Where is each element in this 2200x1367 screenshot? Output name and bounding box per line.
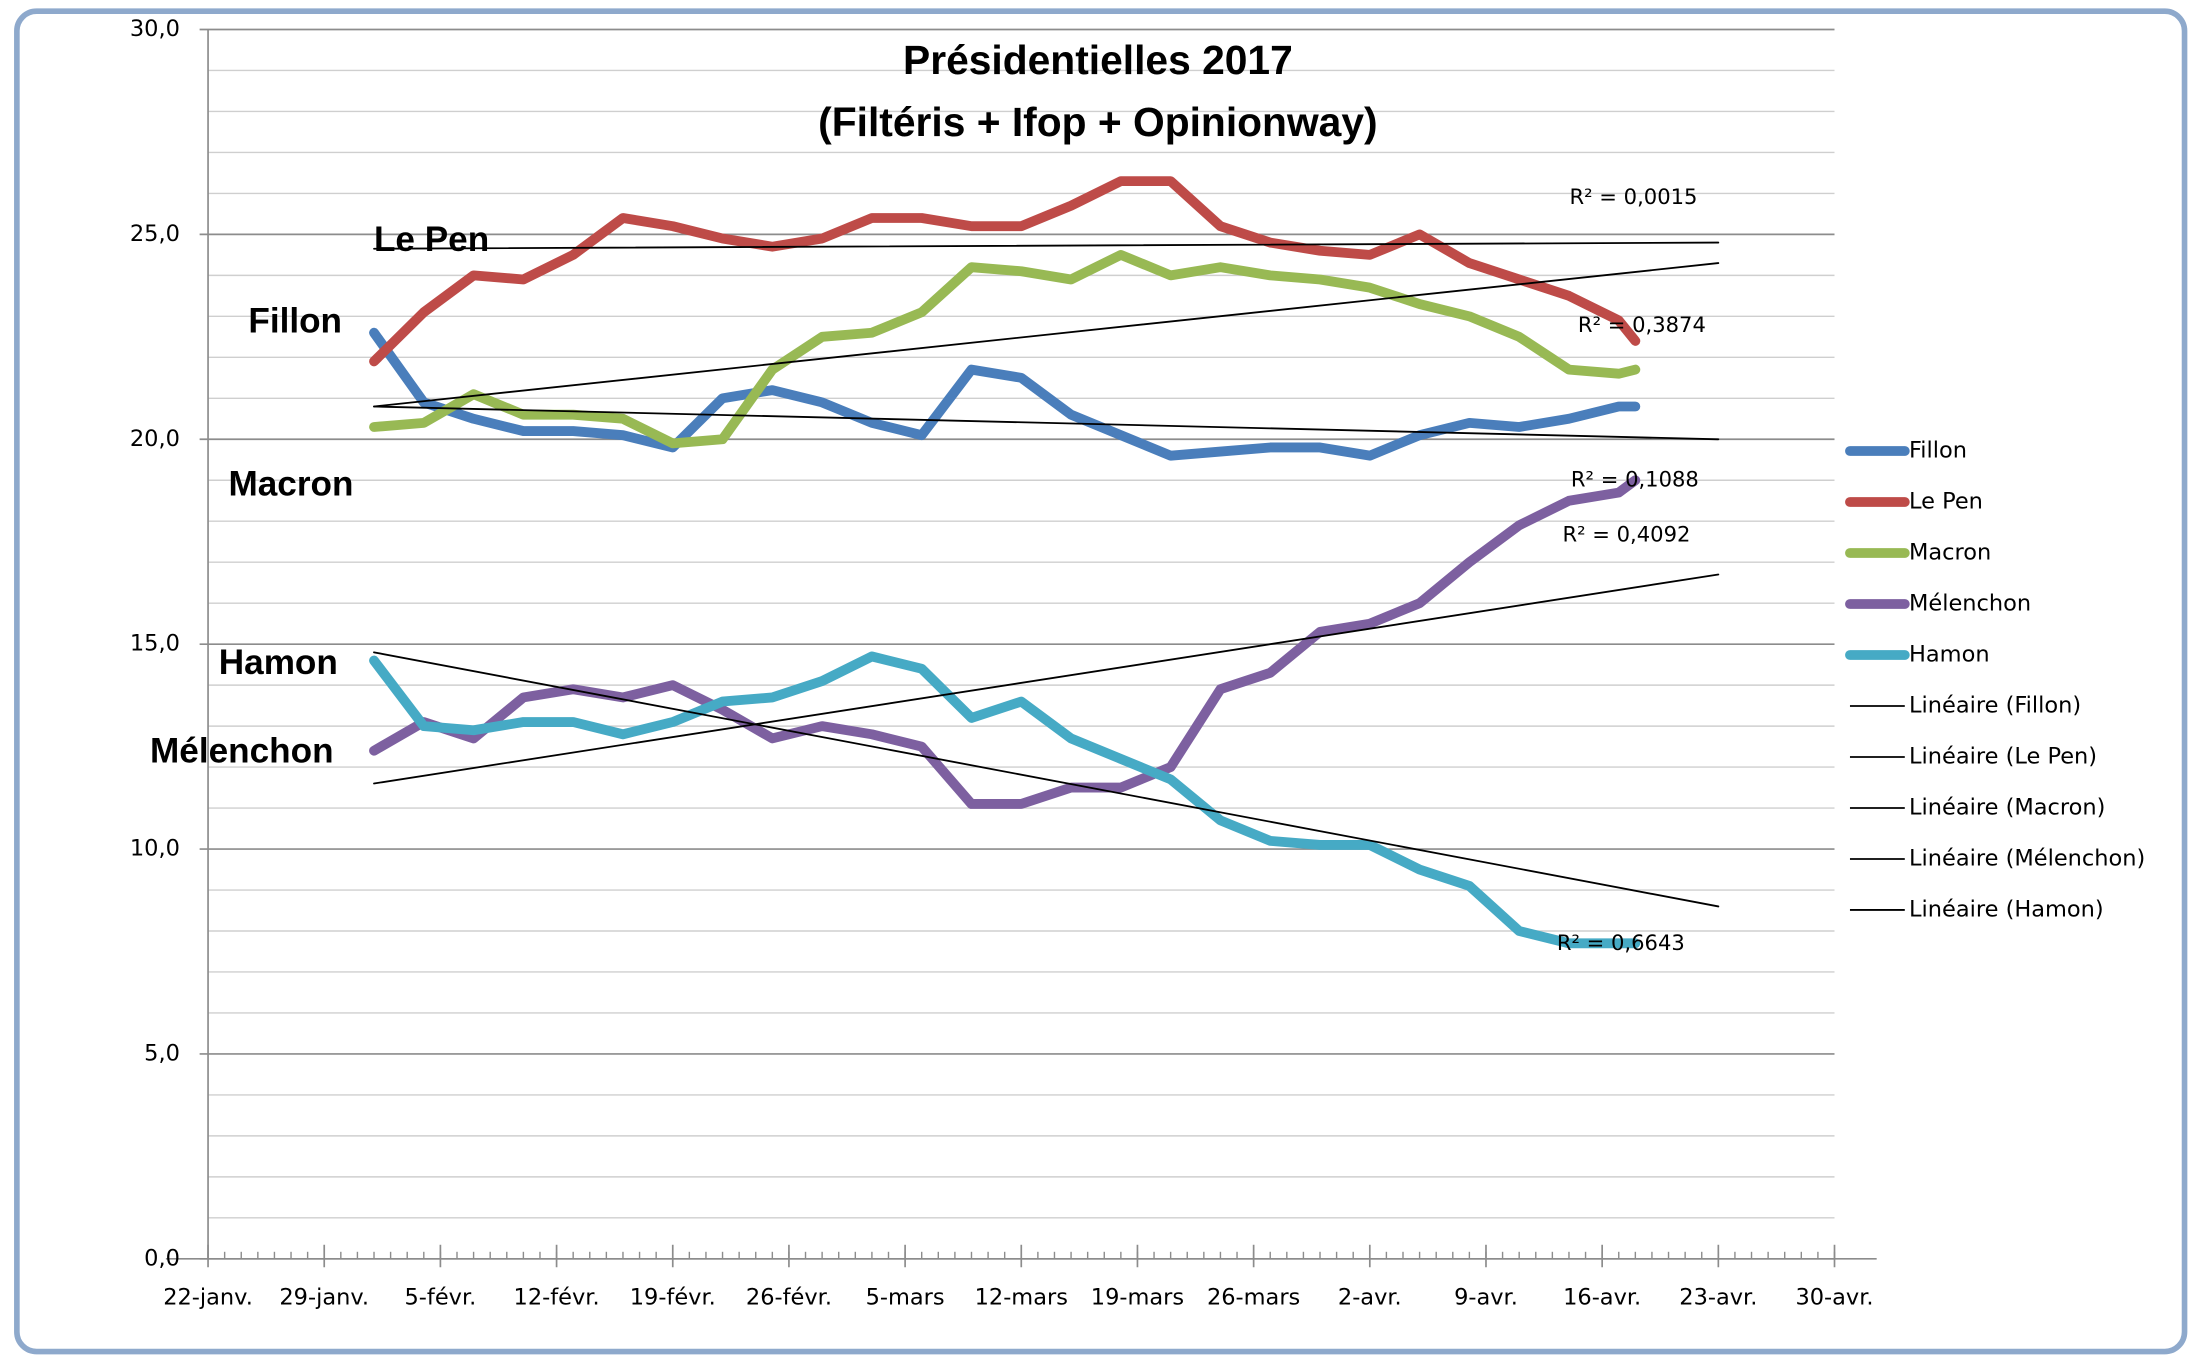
annotation: Macron: [229, 464, 354, 503]
line-series: [369, 176, 1641, 367]
legend-label: Hamon: [1909, 641, 1990, 667]
y-tick-label: 10,0: [130, 836, 180, 862]
x-tick-label: 29-janv.: [279, 1285, 369, 1311]
r2-label: R² = 0,4092: [1562, 521, 1690, 546]
r2-label: R² = 0,0015: [1570, 184, 1698, 209]
x-tick-label: 23-avr.: [1679, 1285, 1757, 1311]
y-tick-label: 25,0: [130, 221, 180, 247]
labels: 0,0 5,0 10,0 15,0 20,0 25,0 30,0 22-janv. 29-jan…: [130, 16, 2145, 1311]
legend-label: Linéaire (Macron): [1909, 794, 2105, 820]
legend-label: Linéaire (Mélenchon): [1909, 845, 2145, 871]
legend-label: Macron: [1909, 539, 1991, 565]
x-tick-label: 19-févr.: [630, 1285, 716, 1311]
plot: [369, 176, 1720, 949]
line-series: [369, 475, 1641, 809]
x-tick-label: 26-févr.: [746, 1285, 832, 1311]
legend-label: Fillon: [1909, 437, 1967, 463]
line-series: [369, 249, 1641, 449]
x-tick-label: 19-mars: [1091, 1285, 1184, 1311]
x-tick-label: 9-avr.: [1454, 1285, 1518, 1311]
x-tick-label: 5-mars: [866, 1285, 945, 1311]
x-tick-label: 12-févr.: [514, 1285, 600, 1311]
chart-title: Présidentielles 2017: [903, 37, 1293, 83]
x-tick-label: 22-janv.: [163, 1285, 253, 1311]
chart-title: (Filtéris + Ifop + Opinionway): [818, 99, 1377, 145]
x-tick-label: 5-févr.: [405, 1285, 477, 1311]
annotation: Fillon: [248, 301, 342, 340]
grid: [165, 28, 1877, 1268]
line-series: [373, 262, 1720, 408]
annotation: Le Pen: [374, 220, 489, 259]
line-series: [373, 241, 1720, 250]
y-tick-label: 15,0: [130, 631, 180, 657]
annotation: Hamon: [219, 643, 338, 682]
legend-label: Mélenchon: [1909, 590, 2031, 616]
r2-label: R² = 0,6643: [1557, 930, 1685, 955]
annotation: Mélenchon: [150, 731, 334, 770]
y-tick-label: 30,0: [130, 16, 180, 42]
x-tick-label: 26-mars: [1207, 1285, 1300, 1311]
line-series: [373, 405, 1720, 441]
chart-frame: [14, 8, 2188, 1355]
legend-label: Linéaire (Le Pen): [1909, 743, 2097, 769]
line-series: [369, 327, 1641, 461]
line-series: [373, 573, 1720, 785]
legend-label: Linéaire (Fillon): [1909, 692, 2081, 718]
x-tick-label: 16-avr.: [1563, 1285, 1641, 1311]
x-tick-label: 30-avr.: [1795, 1285, 1873, 1311]
line-series: [369, 651, 1641, 949]
r2-label: R² = 0,1088: [1571, 466, 1699, 491]
legend-label: Linéaire (Hamon): [1909, 896, 2104, 922]
x-tick-label: 2-avr.: [1338, 1285, 1402, 1311]
x-tick-label: 12-mars: [975, 1285, 1068, 1311]
y-tick-label: 20,0: [130, 426, 180, 452]
y-tick-label: 5,0: [144, 1040, 180, 1066]
line-series: [373, 651, 1720, 908]
legend-label: Le Pen: [1909, 488, 1983, 514]
r2-label: R² = 0,3874: [1578, 312, 1706, 337]
y-tick-label: 0,0: [144, 1245, 180, 1271]
